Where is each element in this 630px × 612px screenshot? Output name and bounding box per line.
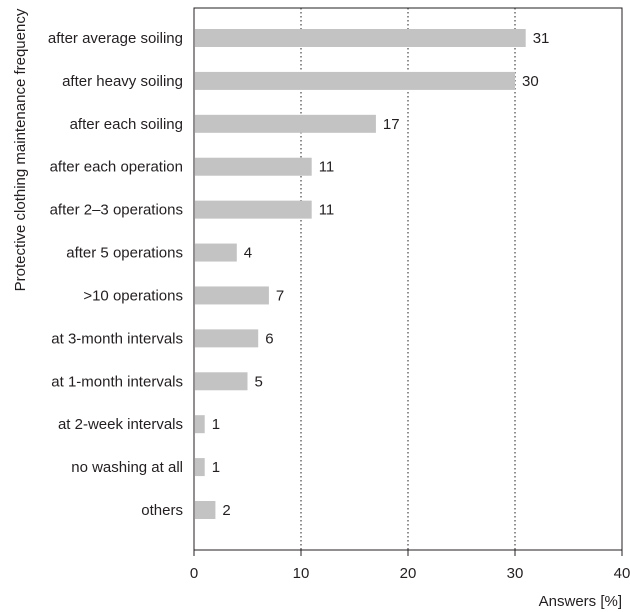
bar [195,415,205,434]
data-label: 6 [265,330,273,347]
bar [195,157,312,176]
bar [195,114,376,133]
data-label: 17 [383,116,400,133]
category-label: after heavy soiling [62,73,183,90]
data-label: 1 [212,459,220,476]
category-labels: after average soiling after heavy soiling… [48,30,183,519]
bar [195,29,526,47]
category-label: others [141,502,183,519]
category-label: at 2-week intervals [58,416,183,433]
bar [195,329,259,348]
bar [195,286,269,305]
category-label: after average soiling [48,30,183,47]
tick-label: 10 [293,565,310,582]
data-label: 5 [255,373,263,390]
category-label: >10 operations [83,287,183,304]
x-axis-title: Answers [%] [539,593,622,610]
bar [195,71,515,90]
data-label: 31 [533,30,550,47]
bar [195,501,216,519]
tick-label: 40 [614,565,630,582]
bar [195,243,237,262]
data-label: 4 [244,245,252,262]
y-axis-title: Protective clothing maintenance frequenc… [12,8,29,291]
category-label: after 5 operations [66,245,183,262]
tick-label: 0 [190,565,198,582]
bar [195,372,248,391]
bar [195,200,312,219]
category-label: after each operation [50,159,183,176]
data-label: 2 [222,502,230,519]
data-label: 1 [212,416,220,433]
category-label: after 2–3 operations [50,202,183,219]
data-label: 11 [319,159,335,176]
data-label: 7 [276,287,284,304]
category-label: at 3-month intervals [51,330,183,347]
data-label: 30 [522,73,539,90]
bars [195,29,526,519]
data-label: 11 [319,202,335,219]
tick-label: 20 [400,565,417,582]
tick-label: 30 [507,565,524,582]
category-label: at 1-month intervals [51,373,183,390]
category-label: no washing at all [71,459,183,476]
bar [195,458,205,477]
category-label: after each soiling [70,116,183,133]
x-axis-ticks: 0 10 20 30 40 [190,550,630,582]
